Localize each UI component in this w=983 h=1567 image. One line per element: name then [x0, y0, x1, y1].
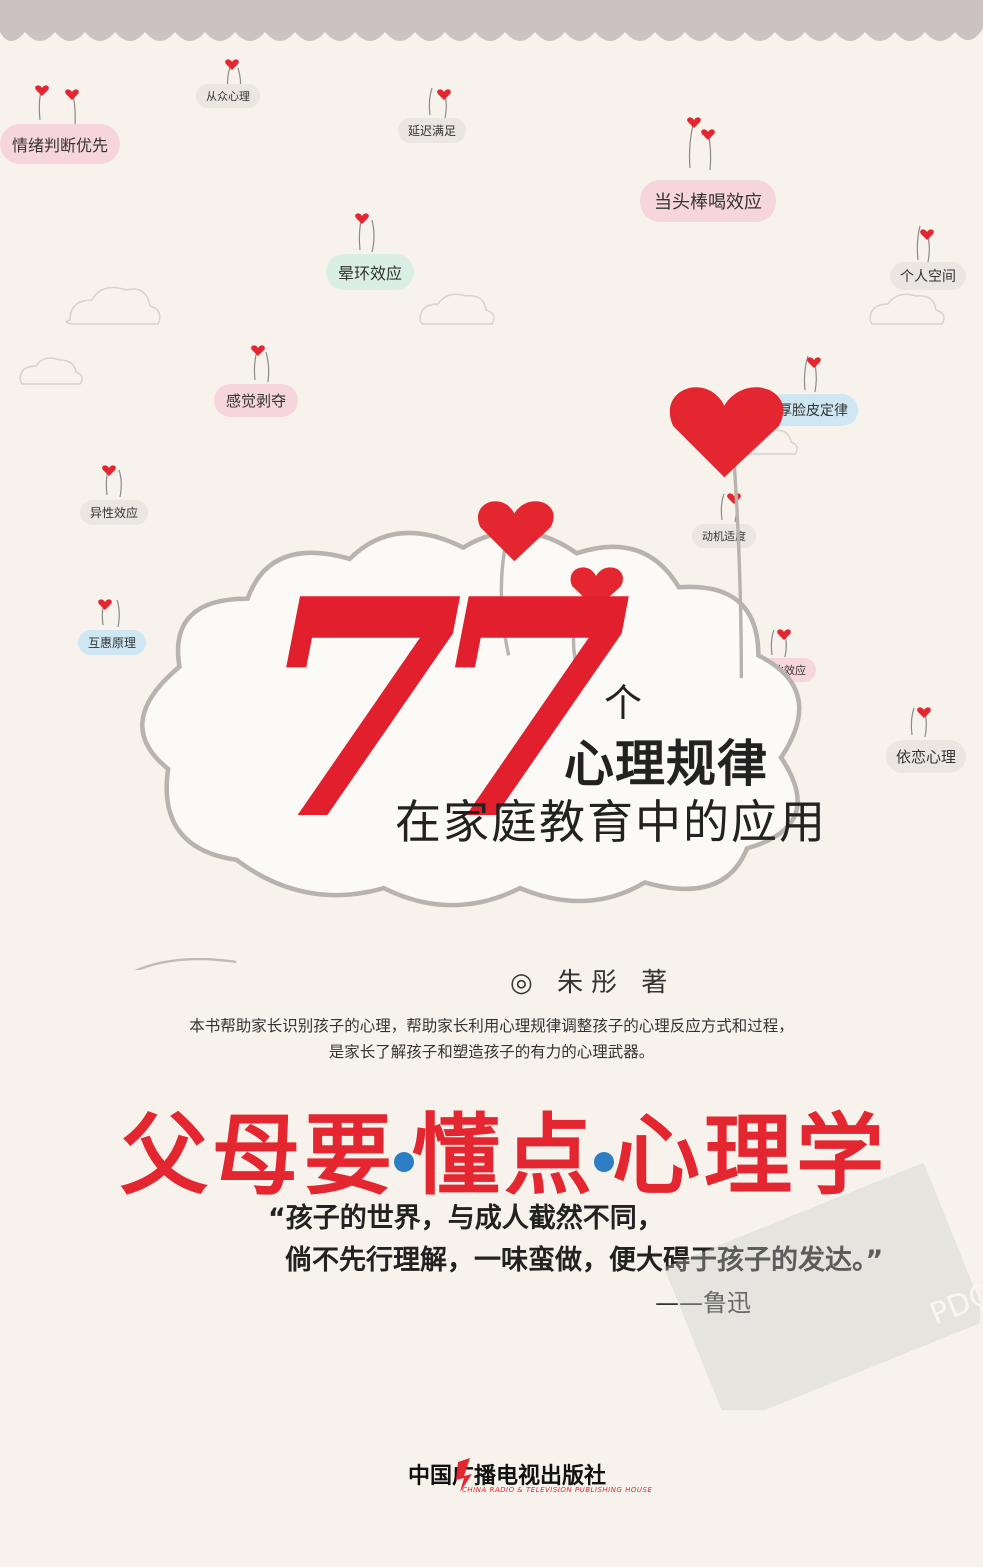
scalloped-canopy: [0, 0, 983, 41]
tag-geren: 个人空间: [890, 262, 966, 290]
tag-yixing: 异性效应: [80, 500, 149, 525]
tag-yanchi: 延迟满足: [398, 118, 467, 143]
tag-dongji: 动机适度: [692, 524, 756, 548]
description-line-2: 是家长了解孩子和塑造孩子的有力的心理武器。: [328, 1043, 655, 1061]
publisher-name: 中国广播电视出版社: [408, 1458, 607, 1492]
hero-subtitle-2: 在家庭教育中的应用: [395, 795, 827, 849]
tag-huhui: 互惠原理: [78, 630, 147, 655]
tag-yilian: 依恋心理: [886, 740, 967, 773]
tag-houlian: 厚脸皮定律: [768, 394, 858, 426]
blue-dot-icon: [594, 1152, 615, 1173]
publisher-name-en: CHINA RADIO & TELEVISION PUBLISHING HOUS…: [462, 1486, 653, 1494]
main-title-part-1: 父母要: [120, 1104, 397, 1207]
description-line-1: 本书帮助家长识别孩子的心理，帮助家长利用心理规律调整孩子的心理反应方式和过程，: [189, 1017, 794, 1035]
main-title: 父母要 懂点 心理学: [120, 1085, 920, 1212]
hero-subtitle-1: 心理规律: [564, 735, 768, 793]
heart-sprouts-decoration: [19, 59, 945, 738]
tag-congzhong: 从众心理: [196, 84, 260, 108]
tag-yunhuan: 晕环效应: [326, 254, 415, 290]
tag-qingxu: 情绪判断优先: [0, 124, 121, 164]
main-title-part-3: 心理学: [612, 1104, 889, 1207]
tag-ganjue: 感觉剥夺: [214, 384, 299, 417]
library-stamp-watermark: PDG: [663, 1162, 980, 1410]
quote-line-1: “孩子的世界，与成人截然不同，: [268, 1203, 664, 1234]
quote-line-2: 倘不先行理解，一味蛮做，便大碍于孩子的发达。”: [285, 1245, 884, 1276]
quote-attribution: ——鲁迅: [655, 1283, 751, 1318]
publisher-name-cn: 中国广播电视出版社: [408, 1464, 607, 1489]
main-cloud-illustration: [134, 387, 802, 970]
hero-number: 77: [255, 533, 633, 886]
author-line: ◎ 朱彤 著: [510, 968, 676, 998]
tag-dangtou: 当头棒喝效应: [640, 180, 776, 222]
main-title-part-2: 懂点: [412, 1104, 597, 1207]
publisher-logo-icon: [456, 1458, 472, 1492]
hero-counter: 个: [604, 681, 643, 725]
blue-dot-icon: [394, 1152, 415, 1173]
